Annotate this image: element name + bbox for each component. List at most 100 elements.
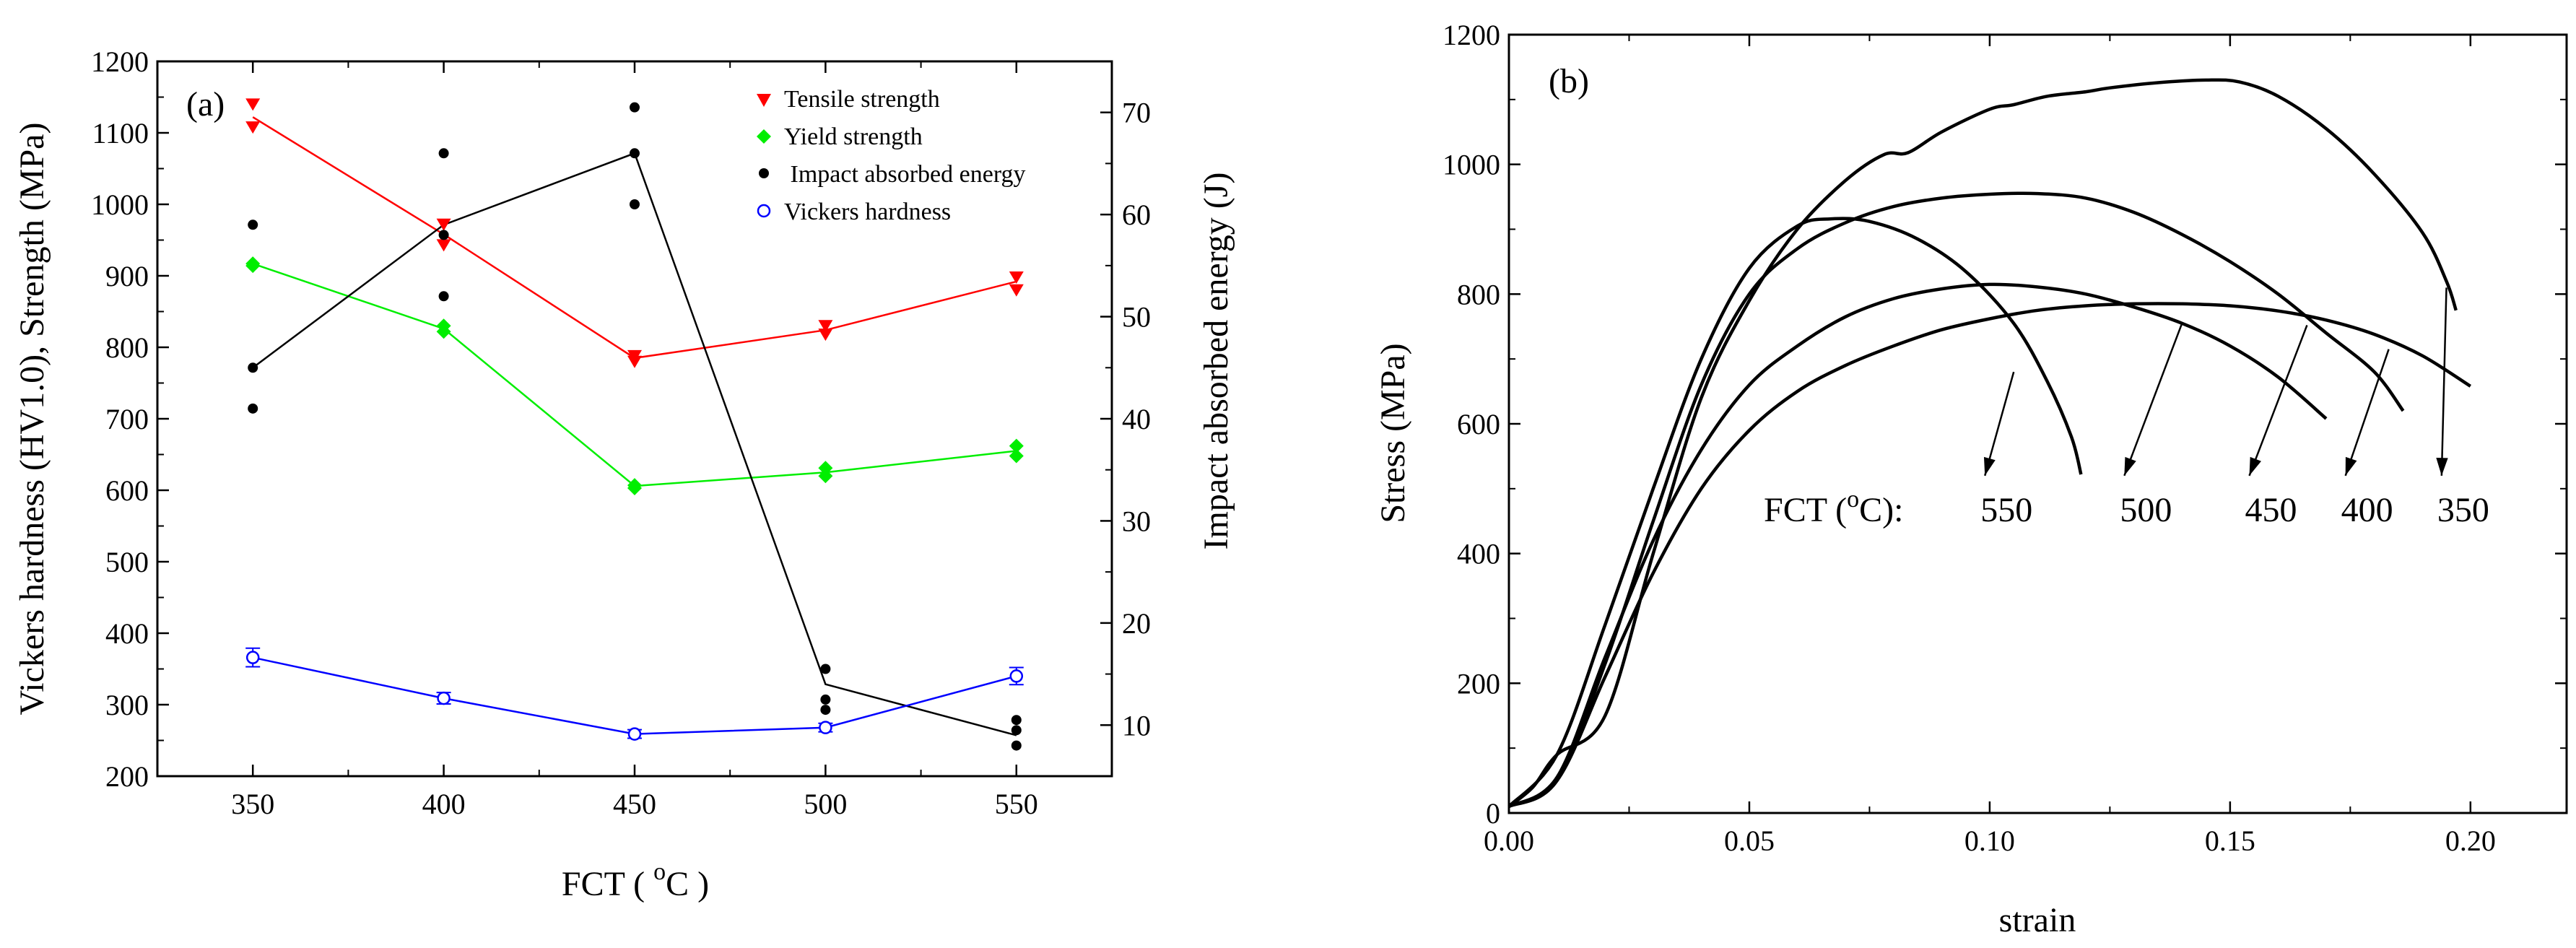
y-right-tick-label: 30 [1122,505,1151,537]
arrow-450 [2248,325,2308,477]
panel-a-chart: 350 400 450 500 550 200 300 400 500 600 700 800 900 1… [13,45,1235,903]
y-left-tick-label: 800 [105,331,149,364]
hardness-point [627,727,642,741]
legend-marker-impact [759,168,769,178]
fct-label-450: 450 [2245,491,2297,529]
fct-label-400: 400 [2341,491,2393,529]
y-tick-label: 0 [1486,797,1500,830]
impact-point [630,102,640,113]
yield-point [1009,438,1024,453]
y-left-tick-label: 1200 [91,45,149,78]
panel-b-curves [1507,78,2472,809]
yield-point [818,469,833,484]
impact-point [820,705,831,716]
panel-a-label: (a) [186,85,225,123]
y-left-tick-label: 200 [105,760,149,793]
arrowhead-550 [1983,456,1996,476]
arrow-350 [2440,287,2447,476]
fct-label-500: 500 [2120,491,2172,529]
legend-label-tensile: Tensile strength [784,86,940,113]
panel-b-arrows [1983,287,2448,477]
y-right-tick-label: 40 [1122,403,1151,435]
stress-curve-350 [1507,78,2458,808]
arrow-400 [2344,349,2390,477]
arrow-550 [1984,371,2015,477]
y-left-tick-label: 400 [105,617,149,650]
x-tick-label: 0.00 [1484,825,1534,857]
y-left-tick-label: 300 [105,689,149,721]
tensile-point [1009,284,1024,297]
y-tick-label: 600 [1457,408,1500,440]
panel-a-xlabel: FCT ( oC ) [562,858,709,903]
impact-point [438,148,449,159]
panel-a-axes: 350 400 450 500 550 200 300 400 500 600 700 800 900 1… [91,45,1151,820]
tensile-point [1009,271,1024,284]
y-right-tick-label: 10 [1122,709,1151,742]
y-tick-label: 1200 [1443,19,1500,51]
y-right-tick-label: 60 [1122,199,1151,231]
tensile-point [818,329,833,342]
yield-point [245,258,261,274]
impact-point [1011,715,1022,726]
x-tick-label: 450 [613,788,656,820]
x-tick-label: 0.15 [2205,825,2255,857]
panel-b-label: (b) [1549,62,1589,100]
panel-a-legend: Tensile strength Yield strength Impact a… [757,86,1026,225]
fct-annotation: FCT (oC): [1764,486,1904,529]
tensile-point [436,239,451,252]
series-line-2 [252,152,1017,736]
hardness-point [245,651,260,664]
impact-point [1011,740,1022,751]
y-right-tick-label: 20 [1122,607,1151,640]
yield-point [818,461,833,476]
arrowhead-500 [2124,456,2136,476]
y-right-tick-label: 70 [1122,97,1151,129]
impact-point [248,362,258,373]
hardness-point [819,721,832,734]
panel-a-ylabel-right: Impact absorbed energy (J) [1197,173,1235,550]
impact-point [438,291,449,302]
x-tick-label: 550 [995,788,1038,820]
y-tick-label: 1000 [1443,149,1500,181]
tensile-point [818,320,833,333]
legend-marker-hardness [757,204,771,218]
tensile-point [245,98,261,111]
impact-point [630,199,640,209]
stress-curve-450 [1507,191,2405,809]
y-left-tick-label: 700 [105,403,149,435]
x-tick-label: 0.10 [1964,825,2015,857]
panel-b-ylabel: Stress (MPa) [1374,343,1412,523]
y-left-tick-label: 1100 [92,117,149,149]
legend-label-impact: Impact absorbed energy [784,161,1026,188]
yield-point [1009,448,1024,464]
panel-b-frame [1507,33,2568,814]
hardness-point [437,691,451,705]
y-tick-label: 400 [1457,538,1500,570]
arrow-500 [2123,323,2183,477]
arrowhead-400 [2345,456,2357,476]
tensile-point [436,218,451,231]
legend-marker-yield [757,129,771,144]
fct-label-350: 350 [2437,491,2489,529]
panel-b-xlabel: strain [1999,901,2076,939]
yield-point [436,324,451,339]
arrowhead-350 [2436,457,2448,476]
x-tick-label: 400 [422,788,466,820]
fct-arrow-labels: 550 500 450 400 350 [1980,491,2489,529]
x-tick-label: 500 [804,788,847,820]
y-left-tick-label: 1000 [91,188,149,221]
y-left-tick-label: 600 [105,474,149,507]
stress-curve-400 [1507,302,2472,809]
impact-point [820,664,831,674]
legend-label-hardness: Vickers hardness [784,199,951,225]
impact-point [630,148,640,159]
y-left-tick-label: 500 [105,546,149,578]
series-line-3 [252,656,1017,735]
impact-point [820,694,831,705]
stress-curve-550 [1507,217,2083,808]
hardness-point [1009,669,1024,683]
arrowhead-450 [2249,456,2261,476]
y-left-tick-label: 900 [105,260,149,292]
fct-label-550: 550 [1980,491,2032,529]
